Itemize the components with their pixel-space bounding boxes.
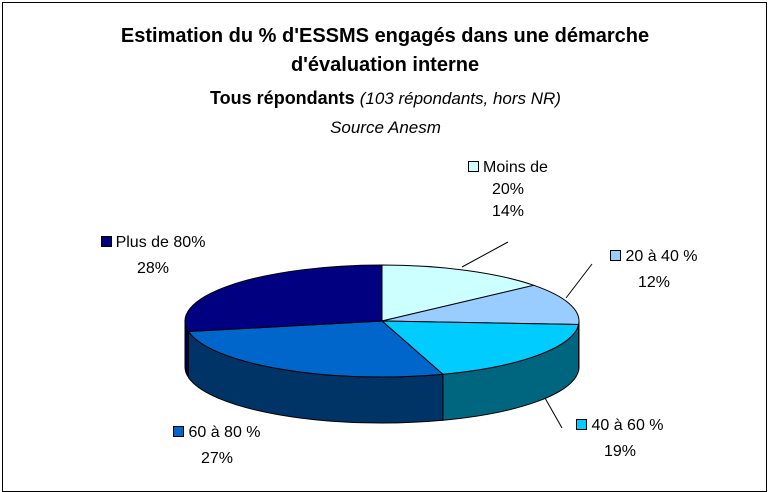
data-label: 20 à 40 % 12% (594, 244, 714, 296)
value-label: 28% (137, 260, 169, 277)
data-label: 40 à 60 % 19% (560, 413, 680, 465)
pie-tops (185, 265, 579, 377)
value-label: 27% (201, 450, 233, 467)
legend-swatch (173, 426, 184, 437)
category-label: Plus de 80% (116, 234, 206, 251)
data-label: Plus de 80% 28% (83, 230, 223, 282)
leader-line (566, 264, 592, 298)
leader-line (462, 242, 508, 267)
value-label: 19% (604, 443, 636, 460)
category-label: 20 à 40 % (625, 248, 697, 265)
legend-swatch (576, 419, 587, 430)
page: Estimation du % d'ESSMS engagés dans une… (0, 0, 771, 479)
data-label: Moins de 20% 14% (458, 157, 558, 223)
value-label: 14% (492, 203, 524, 220)
legend-swatch (101, 236, 112, 247)
value-label: 12% (638, 274, 670, 291)
category-label: 60 à 80 % (188, 424, 260, 441)
legend-swatch (610, 250, 621, 261)
category-label: 40 à 60 % (591, 417, 663, 434)
category-label: Moins de 20% (483, 159, 548, 198)
legend-swatch (468, 161, 479, 172)
data-label: 60 à 80 % 27% (157, 420, 277, 472)
